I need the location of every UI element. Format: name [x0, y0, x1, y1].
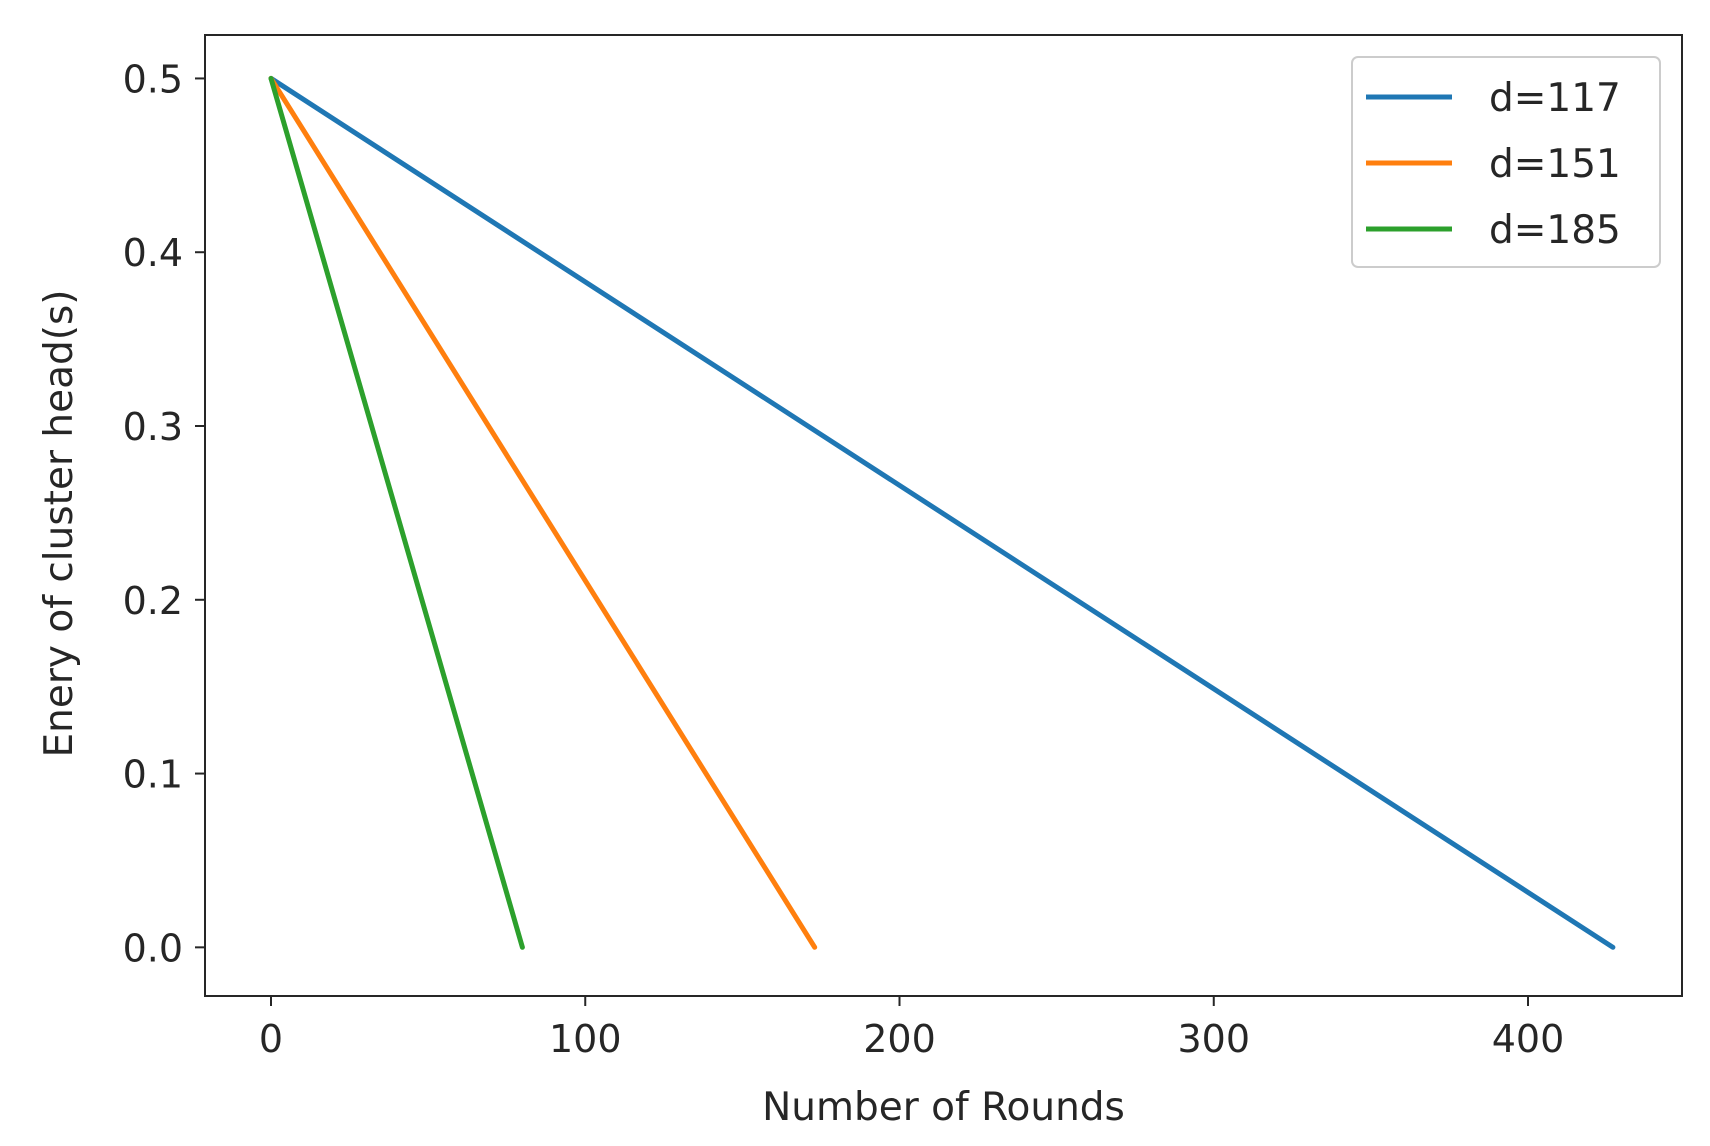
y-tick-label: 0.1 — [123, 753, 183, 797]
legend-label-0: d=117 — [1489, 76, 1621, 121]
y-axis-ticks: 0.0 0.1 0.2 0.3 0.4 0.5 — [123, 57, 205, 970]
x-tick-label: 300 — [1177, 1017, 1250, 1061]
x-tick-label: 200 — [863, 1017, 936, 1061]
x-axis-label: Number of Rounds — [762, 1085, 1125, 1130]
series-line-0 — [268, 75, 1616, 950]
series-line-2 — [268, 75, 525, 950]
x-tick-label: 0 — [259, 1017, 283, 1061]
legend: d=117 d=151 d=185 — [1351, 56, 1661, 268]
legend-label-1: d=151 — [1489, 142, 1621, 187]
y-axis-label: Enery of cluster head(s) — [37, 290, 82, 758]
y-tick-label: 0.4 — [123, 231, 183, 275]
series-line-1 — [268, 75, 818, 950]
series-layer — [268, 75, 1616, 950]
y-tick-label: 0.5 — [123, 57, 183, 101]
legend-label-2: d=185 — [1489, 208, 1621, 253]
y-tick-label: 0.2 — [123, 579, 183, 623]
y-tick-label: 0.3 — [123, 405, 183, 449]
x-axis-ticks: 0 100 200 300 400 — [259, 996, 1564, 1061]
y-tick-label: 0.0 — [123, 926, 183, 970]
x-tick-label: 400 — [1492, 1017, 1565, 1061]
x-tick-label: 100 — [549, 1017, 622, 1061]
legend-box — [1351, 56, 1661, 268]
